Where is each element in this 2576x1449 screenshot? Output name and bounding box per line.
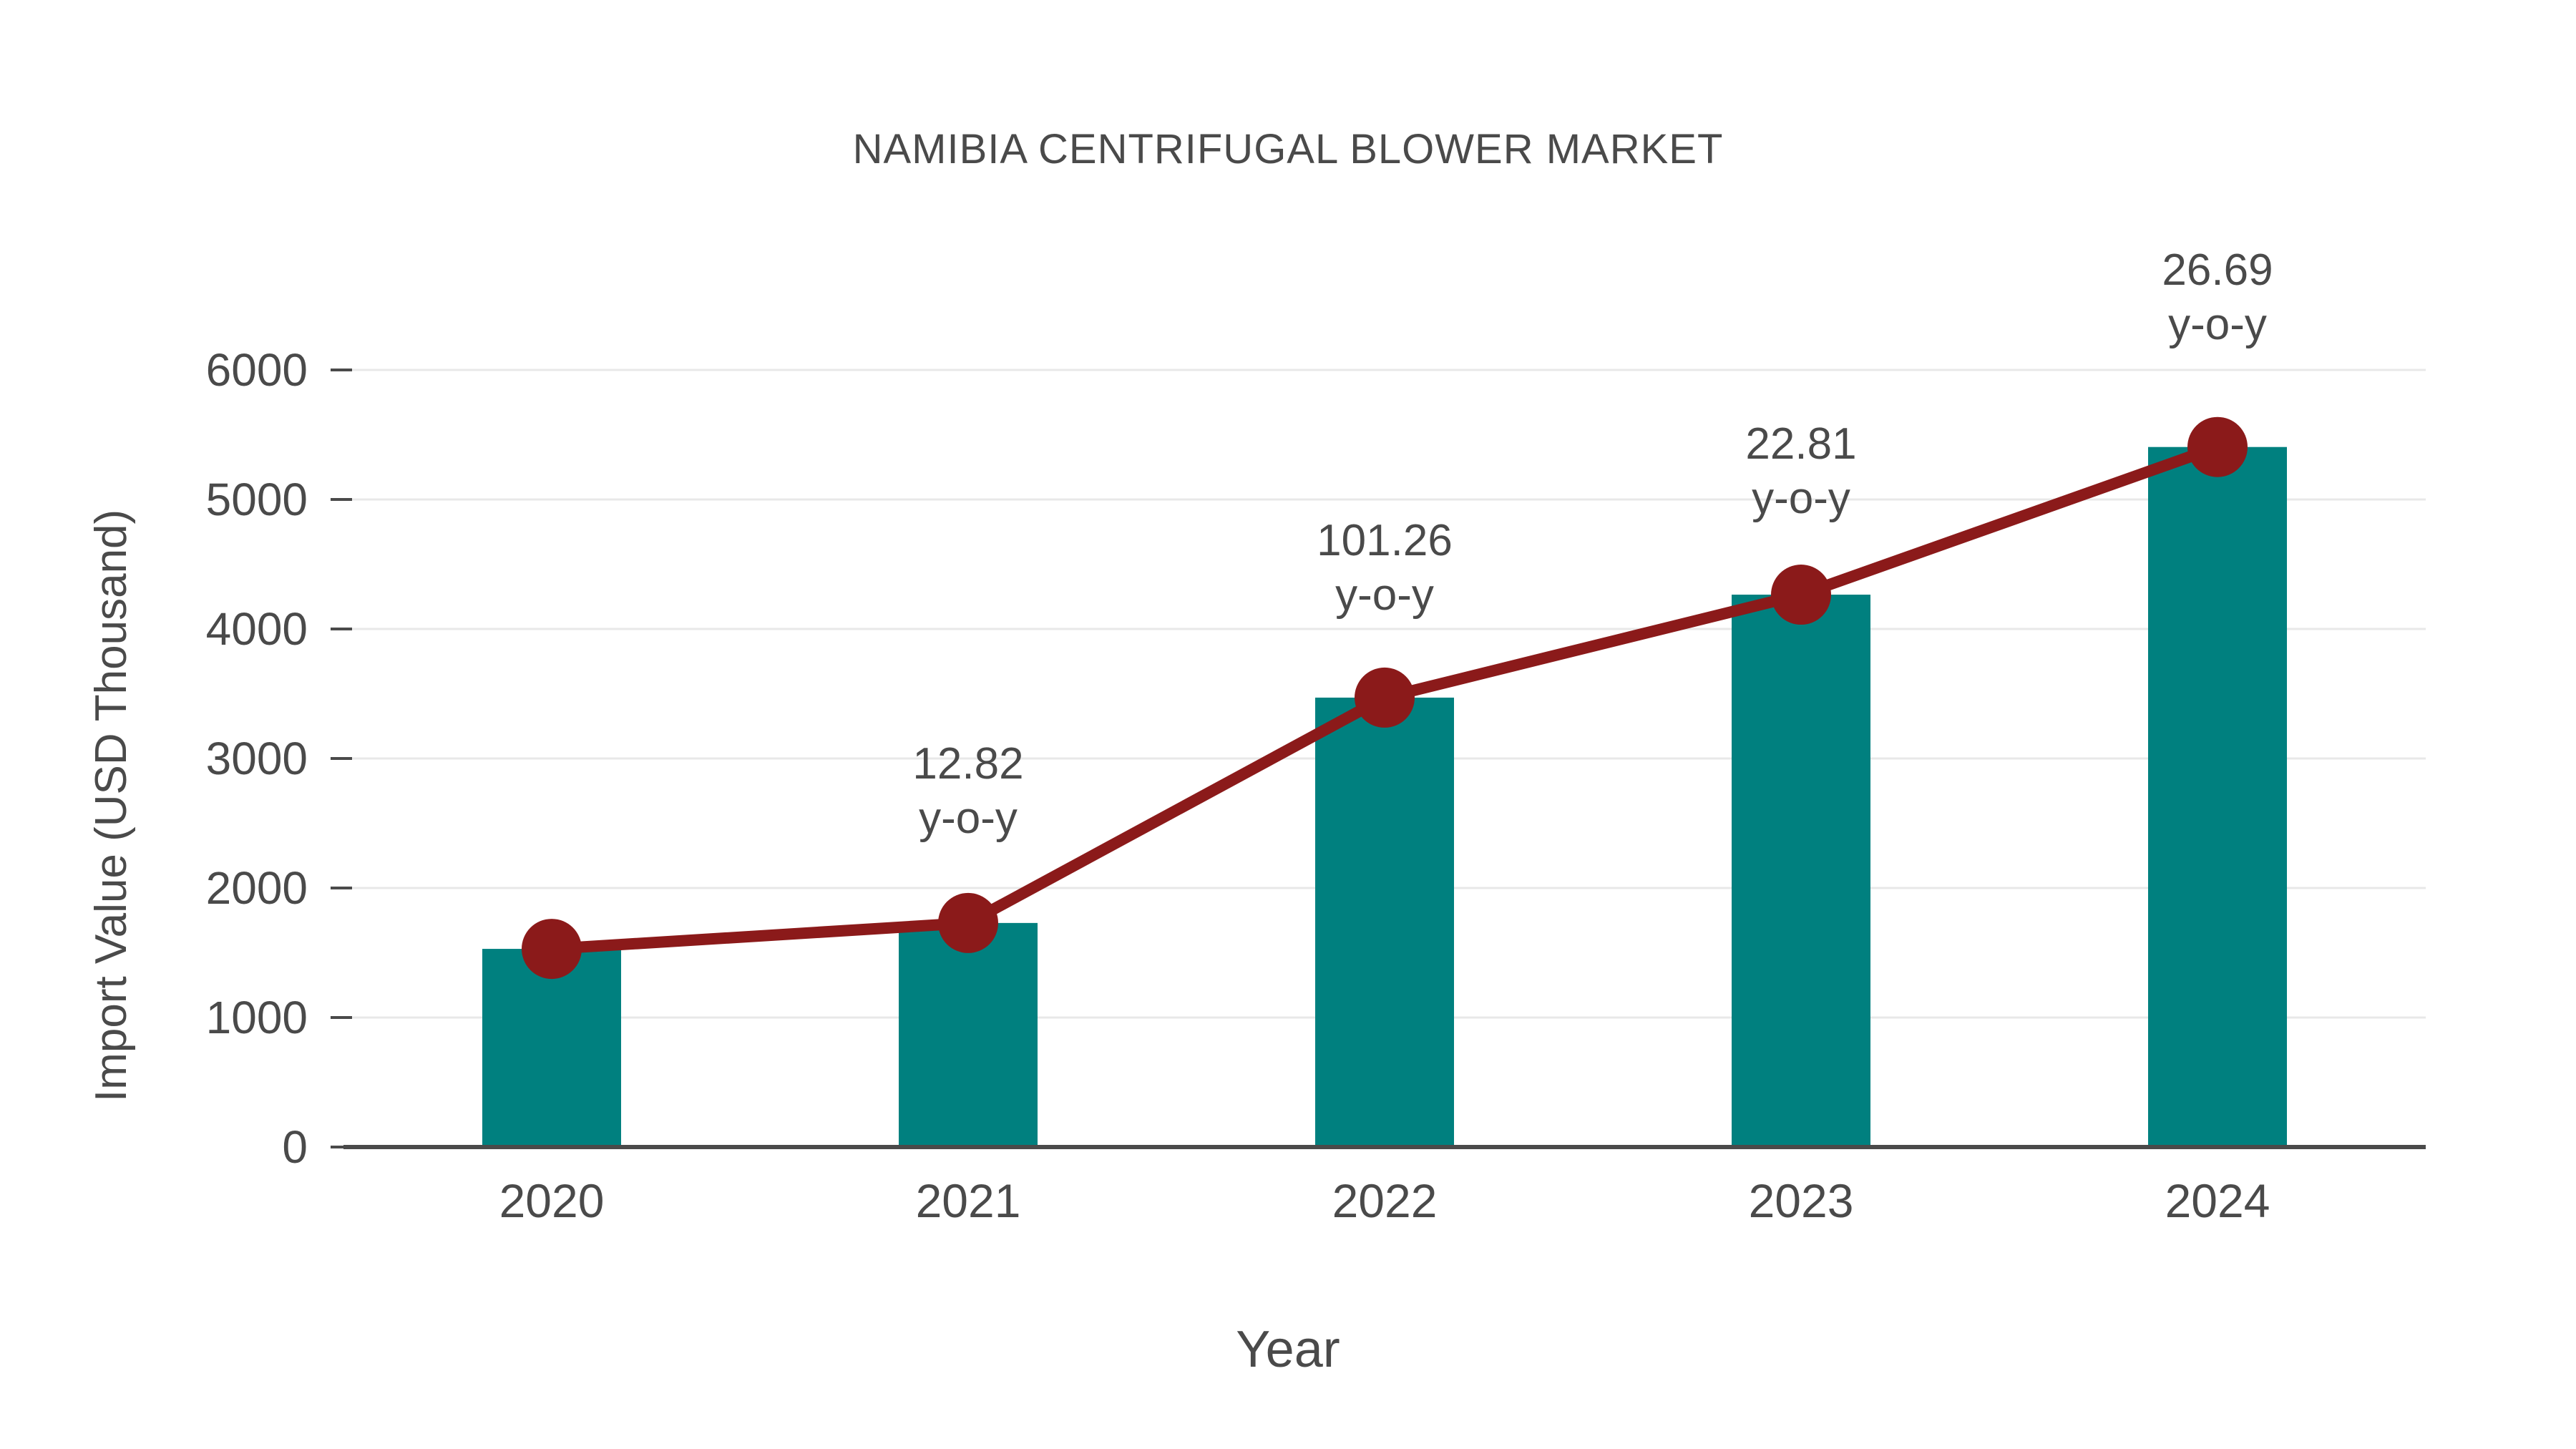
xtick-label-2023: 2023 xyxy=(1748,1174,1854,1227)
bar-2022 xyxy=(1315,697,1454,1147)
annotation-unit-2022: y-o-y xyxy=(1335,570,1434,620)
annotation-2023: 22.81 y-o-y xyxy=(1745,417,1856,525)
bar-2023 xyxy=(1732,595,1870,1147)
ytick-label-6000: 6000 xyxy=(205,344,308,396)
trend-markers xyxy=(522,416,2248,980)
annotation-unit-2024: y-o-y xyxy=(2168,299,2267,349)
bar-2020 xyxy=(482,949,621,1147)
ytick-label-5000: 5000 xyxy=(205,474,308,525)
annotation-value-2022: 101.26 xyxy=(1317,516,1453,565)
marker-2021 xyxy=(938,892,998,953)
ytick-label-4000: 4000 xyxy=(205,603,308,655)
bar-2024 xyxy=(2148,447,2287,1147)
xtick-label-2024: 2024 xyxy=(2165,1174,2270,1227)
annotation-2024: 26.69 y-o-y xyxy=(2162,243,2273,351)
annotation-unit-2021: y-o-y xyxy=(919,793,1018,843)
marker-2020 xyxy=(522,919,582,980)
bar-2021 xyxy=(899,922,1038,1147)
ytick-label-3000: 3000 xyxy=(205,733,308,784)
y-axis-title: Import Value (USD Thousand) xyxy=(87,509,136,1102)
y-tick-marks xyxy=(331,369,352,1148)
annotation-value-2021: 12.82 xyxy=(912,739,1024,789)
annotation-value-2024: 26.69 xyxy=(2162,245,2273,295)
xtick-label-2022: 2022 xyxy=(1332,1174,1438,1227)
marker-2024 xyxy=(2187,416,2248,477)
marker-2022 xyxy=(1355,667,1415,728)
xtick-label-2020: 2020 xyxy=(499,1174,605,1227)
xtick-label-2021: 2021 xyxy=(915,1174,1021,1227)
annotation-2022: 101.26 y-o-y xyxy=(1317,514,1453,622)
ytick-label-0: 0 xyxy=(282,1121,308,1173)
bar-series xyxy=(482,447,2287,1147)
annotation-unit-2023: y-o-y xyxy=(1752,473,1850,523)
ytick-label-1000: 1000 xyxy=(205,992,308,1043)
annotation-value-2023: 22.81 xyxy=(1745,419,1857,469)
ytick-label-2000: 2000 xyxy=(205,862,308,914)
page-title: NAMIBIA CENTRIFUGAL BLOWER MARKET xyxy=(852,126,1724,172)
marker-2023 xyxy=(1771,565,1831,625)
x-axis-title: Year xyxy=(1236,1321,1340,1378)
annotation-2021: 12.82 y-o-y xyxy=(912,737,1023,845)
